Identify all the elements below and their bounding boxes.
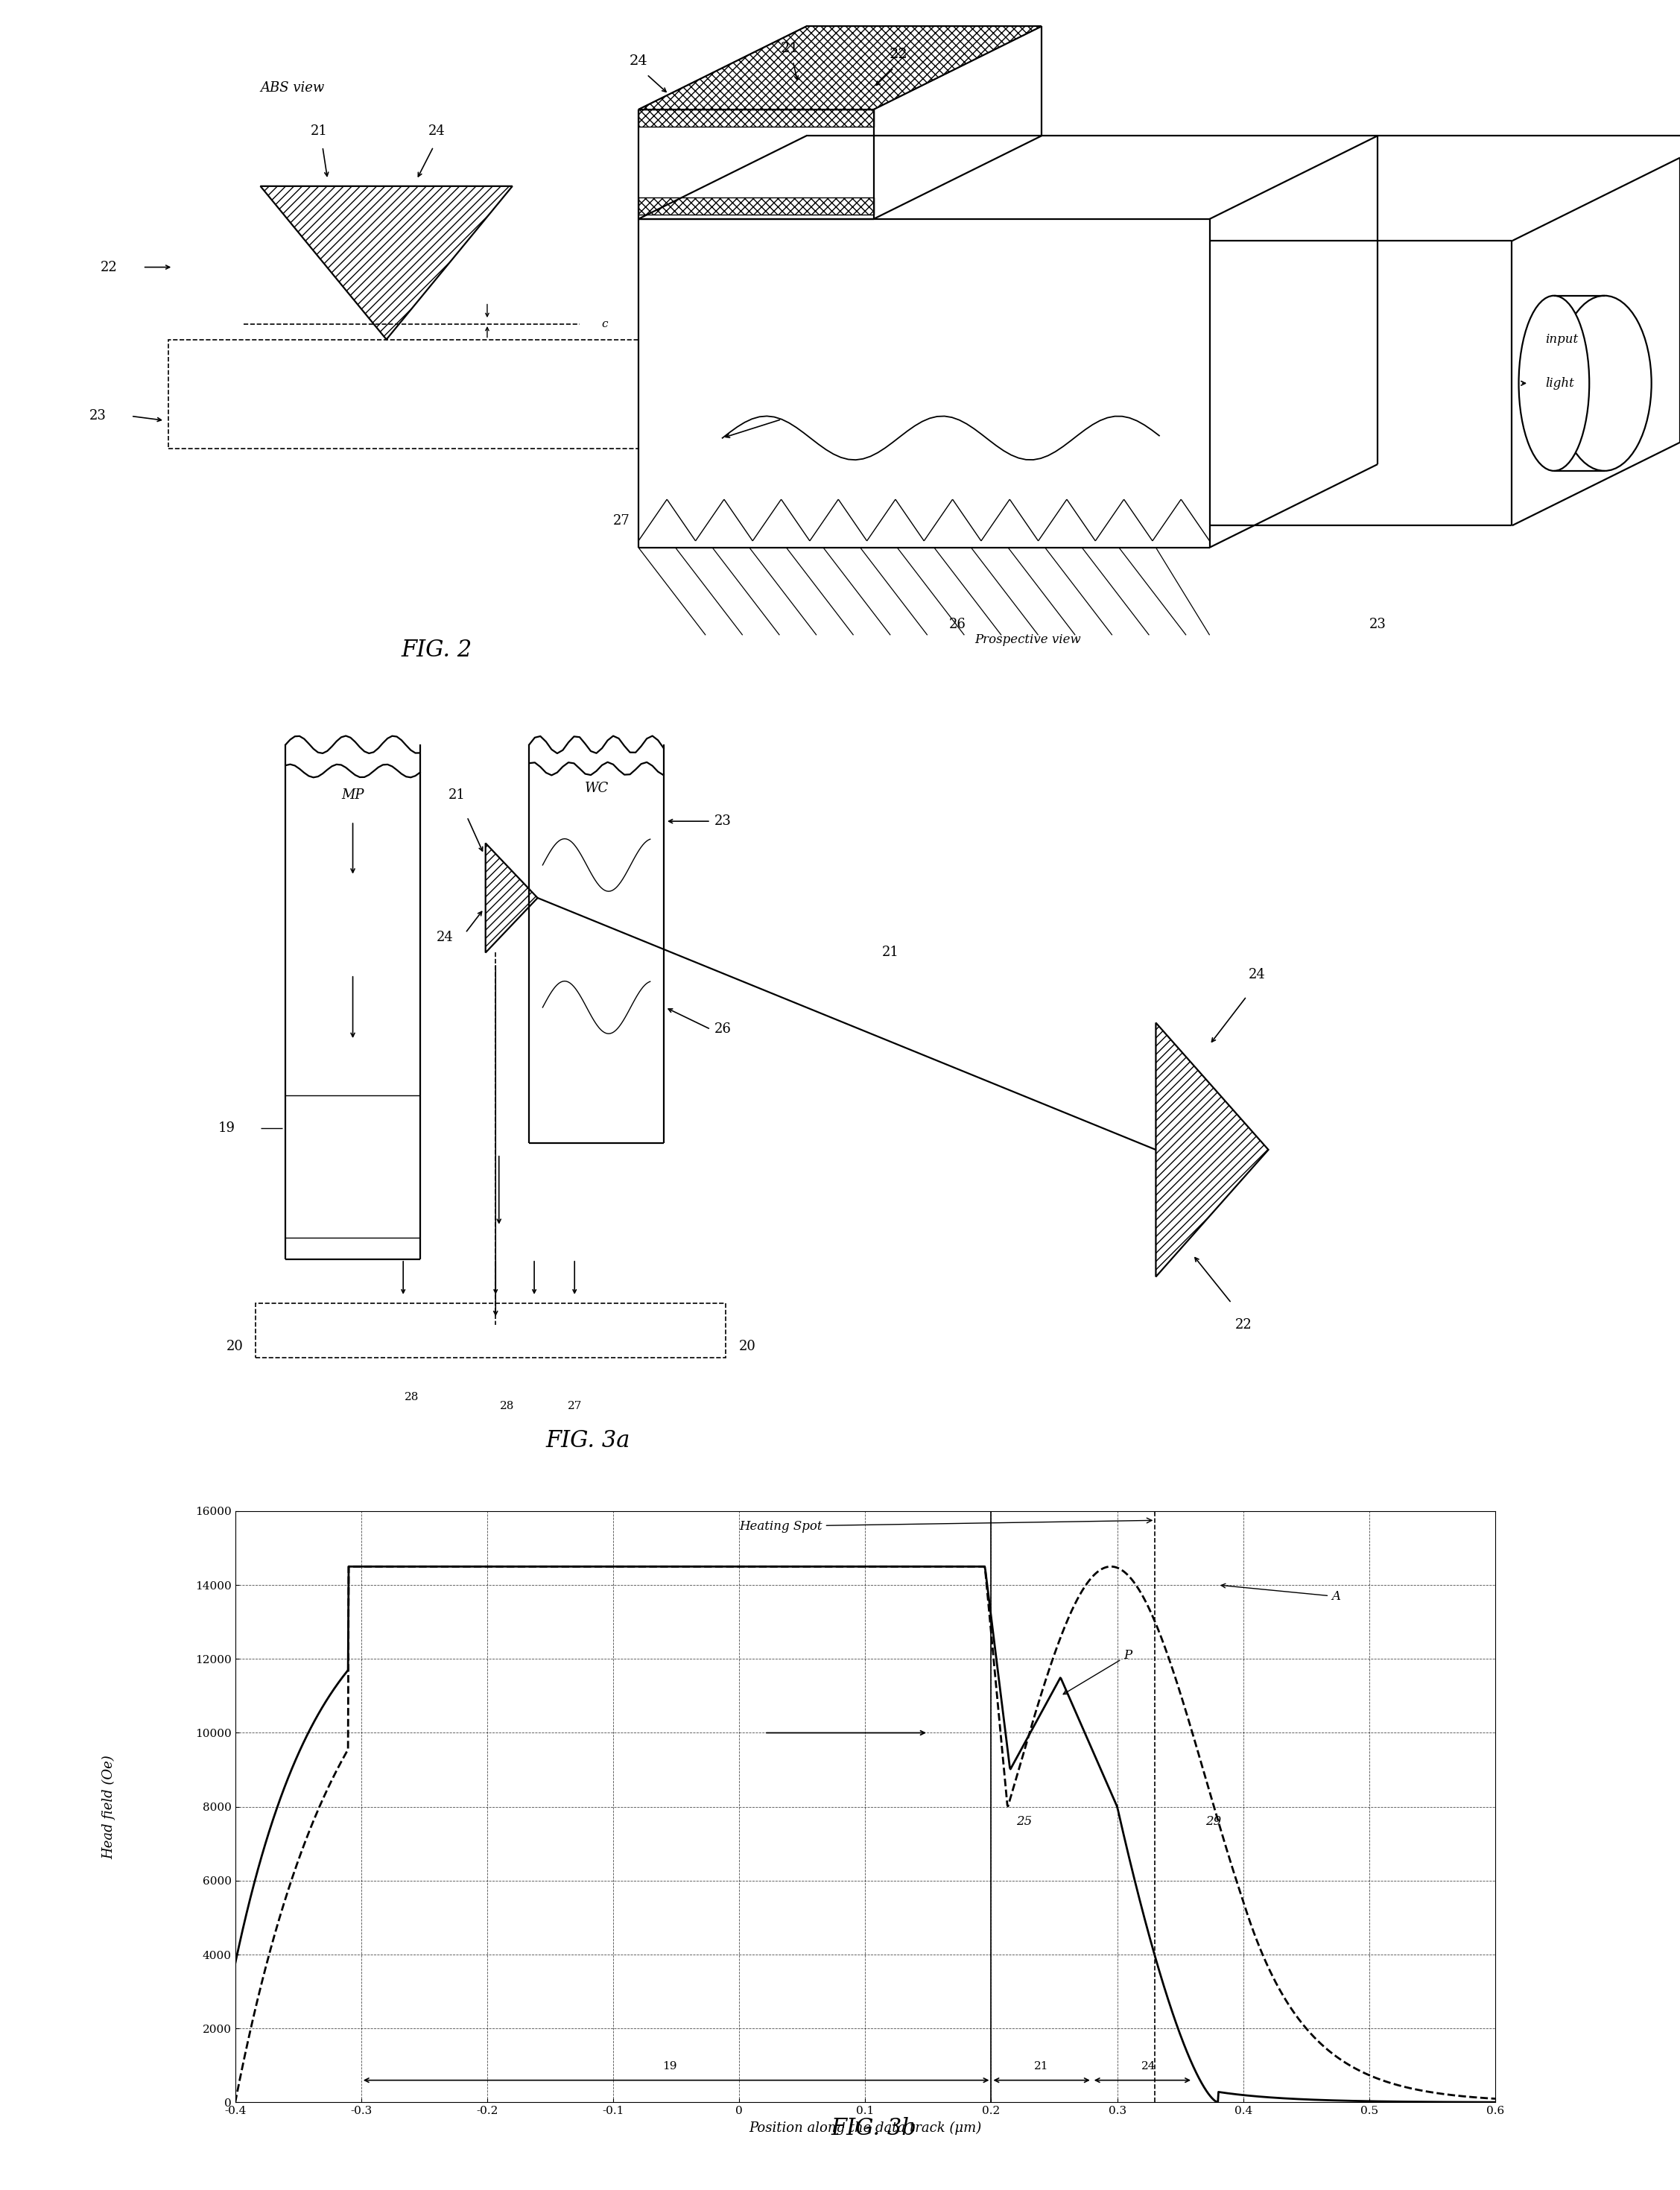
Text: FIG. 3b: FIG. 3b <box>832 2118 916 2140</box>
Text: FIG. 2: FIG. 2 <box>402 639 472 661</box>
Text: 23: 23 <box>1369 618 1386 631</box>
Polygon shape <box>1156 1023 1268 1277</box>
Polygon shape <box>260 186 512 339</box>
Text: 20: 20 <box>739 1340 756 1353</box>
Text: 24: 24 <box>437 931 454 944</box>
Text: FIG. 3a: FIG. 3a <box>546 1430 630 1452</box>
Text: 26: 26 <box>949 618 966 631</box>
Y-axis label: Head field (Oe): Head field (Oe) <box>102 1754 116 1859</box>
Text: 25: 25 <box>1016 1816 1032 1829</box>
Text: WC: WC <box>585 782 608 795</box>
Text: 24: 24 <box>630 55 647 68</box>
Text: 22: 22 <box>101 261 118 274</box>
Text: 19: 19 <box>218 1121 235 1134</box>
Text: 20: 20 <box>227 1340 244 1353</box>
Text: MP: MP <box>341 788 365 802</box>
Ellipse shape <box>1519 296 1589 471</box>
Text: 21: 21 <box>311 125 328 138</box>
X-axis label: Position along the data track (μm): Position along the data track (μm) <box>749 2122 981 2135</box>
Text: 24: 24 <box>1248 968 1265 981</box>
Text: 26: 26 <box>714 1023 731 1036</box>
Text: 22: 22 <box>890 48 907 61</box>
Text: 28: 28 <box>501 1402 514 1410</box>
Text: 21: 21 <box>882 946 899 959</box>
Bar <box>168 339 638 449</box>
Bar <box>286 1095 420 1237</box>
Bar <box>638 110 874 127</box>
Text: c: c <box>601 320 608 328</box>
Text: 21: 21 <box>449 788 465 802</box>
Text: input: input <box>1546 333 1579 346</box>
Text: 24: 24 <box>1141 2061 1156 2072</box>
Text: light: light <box>1546 377 1574 390</box>
Bar <box>638 197 874 215</box>
Text: 24: 24 <box>428 125 445 138</box>
Text: 27: 27 <box>568 1402 581 1410</box>
Text: 29: 29 <box>1206 1816 1221 1829</box>
Polygon shape <box>486 843 538 953</box>
Text: 22: 22 <box>1235 1318 1252 1332</box>
Polygon shape <box>638 26 1042 110</box>
Text: 23: 23 <box>714 815 731 828</box>
Text: ABS view: ABS view <box>260 81 324 94</box>
Bar <box>255 1303 726 1358</box>
Text: 21: 21 <box>1035 2061 1048 2072</box>
Text: 19: 19 <box>662 2061 677 2072</box>
Text: 21: 21 <box>781 42 798 55</box>
Text: Heating Spot: Heating Spot <box>739 1518 1152 1533</box>
Text: 28: 28 <box>405 1393 418 1402</box>
Text: 27: 27 <box>613 515 630 528</box>
Text: A: A <box>1221 1583 1341 1603</box>
Text: 23: 23 <box>89 410 106 423</box>
Text: Prospective view: Prospective view <box>974 633 1080 646</box>
Text: P: P <box>1063 1649 1132 1695</box>
